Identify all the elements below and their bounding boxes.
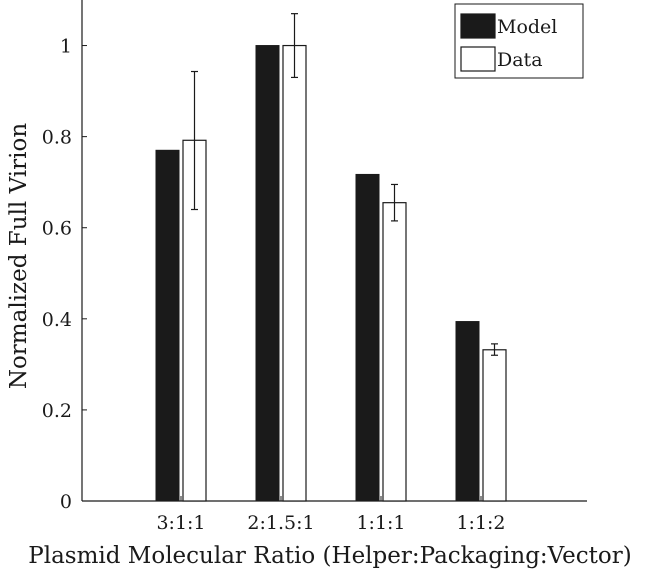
data-bar bbox=[282, 44, 307, 502]
y-tick-label: 0 bbox=[60, 491, 72, 513]
y-tick-label: 0.4 bbox=[42, 309, 72, 331]
legend-label: Model bbox=[497, 16, 557, 38]
data-bar bbox=[482, 349, 507, 502]
y-tick-label: 0.8 bbox=[42, 127, 72, 149]
model-bar bbox=[255, 45, 280, 502]
model-bar bbox=[355, 173, 380, 502]
x-tick-label: 2:1.5:1 bbox=[247, 512, 314, 534]
y-axis-label: Normalized Full Virion bbox=[6, 123, 32, 390]
legend-swatch bbox=[460, 46, 496, 72]
y-tick-label: 0.2 bbox=[42, 400, 72, 422]
legend: Model Data bbox=[454, 3, 584, 79]
y-tick-label: 0.6 bbox=[42, 218, 72, 240]
data-bar bbox=[382, 202, 407, 502]
tick-labels: 0 0.2 0.4 0.6 0.8 1 3:1:1 2:1.5:1 1:1:1 1:1:2 bbox=[42, 36, 506, 534]
x-tick-label: 1:1:1 bbox=[356, 512, 405, 534]
y-tick-label: 1 bbox=[60, 36, 72, 58]
x-axis-label: Plasmid Molecular Ratio (Helper:Packagin… bbox=[28, 543, 631, 569]
legend-swatch bbox=[460, 13, 496, 39]
x-tick-label: 1:1:2 bbox=[456, 512, 505, 534]
model-bar bbox=[155, 149, 180, 502]
x-tick-label: 3:1:1 bbox=[156, 512, 205, 534]
bars bbox=[155, 13, 507, 502]
legend-label: Data bbox=[497, 49, 543, 71]
model-bar bbox=[455, 321, 480, 502]
